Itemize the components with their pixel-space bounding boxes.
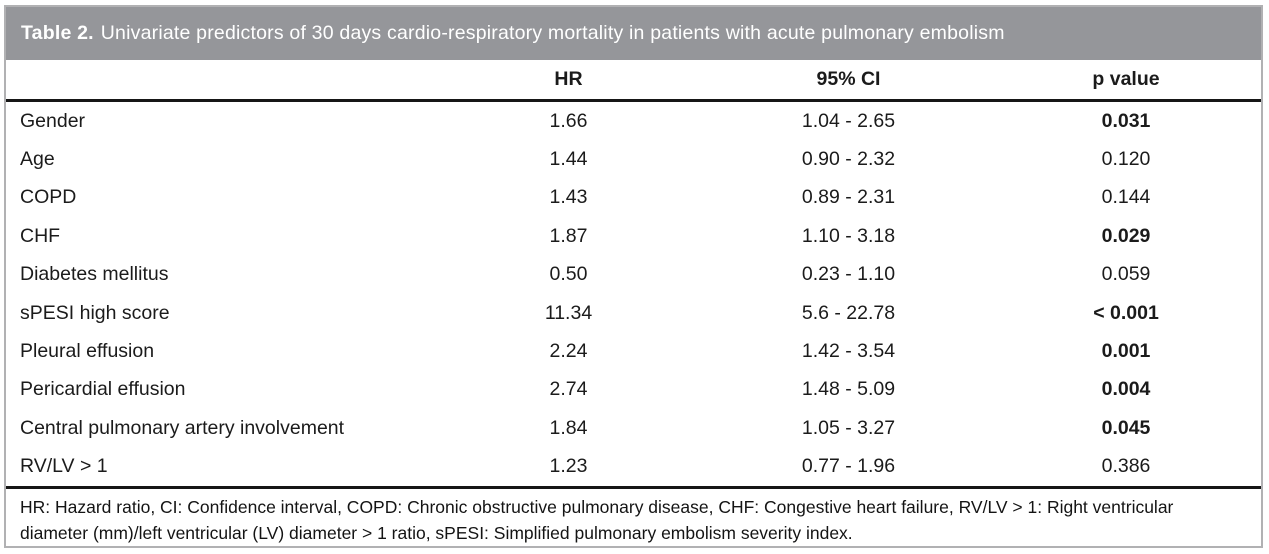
- row-ci-value: 0.89 - 2.31: [801, 186, 896, 209]
- row-p-value: < 0.001: [1093, 301, 1159, 324]
- table-row: sPESI high score 11.34 5.6 - 22.78 < 0.0…: [6, 294, 1261, 332]
- row-variable-name: Central pulmonary artery involvement: [20, 416, 345, 439]
- row-ci-value: 1.04 - 2.65: [801, 109, 896, 132]
- row-p-value: 0.120: [1101, 148, 1151, 171]
- row-ci-value: 5.6 - 22.78: [801, 301, 896, 324]
- row-variable-name: sPESI high score: [20, 301, 170, 324]
- row-hr-value: 2.74: [549, 378, 588, 401]
- row-p-value: 0.045: [1101, 416, 1151, 439]
- table-title-text: Univariate predictors of 30 days cardio-…: [100, 22, 1005, 44]
- table-body: Gender 1.66 1.04 - 2.65 0.031 Age 1.44 0…: [6, 102, 1261, 486]
- row-p-value: 0.059: [1101, 263, 1151, 286]
- row-hr-value: 2.24: [549, 340, 588, 363]
- row-hr-value: 1.87: [549, 224, 588, 247]
- row-p-value: 0.386: [1101, 455, 1151, 478]
- table-row: Diabetes mellitus 0.50 0.23 - 1.10 0.059: [6, 256, 1261, 294]
- row-hr-value: 1.23: [549, 455, 588, 478]
- row-p-value: 0.001: [1101, 340, 1151, 363]
- table-row: RV/LV > 1 1.23 0.77 - 1.96 0.386: [6, 448, 1261, 486]
- table-2: Table 2. Univariate predictors of 30 day…: [4, 5, 1263, 548]
- table-row: Central pulmonary artery involvement 1.8…: [6, 409, 1261, 447]
- table-row: COPD 1.43 0.89 - 2.31 0.144: [6, 179, 1261, 217]
- table-row: CHF 1.87 1.10 - 3.18 0.029: [6, 217, 1261, 255]
- row-ci-value: 1.05 - 3.27: [801, 416, 896, 439]
- row-variable-name: COPD: [20, 186, 77, 209]
- row-ci-value: 0.23 - 1.10: [801, 263, 896, 286]
- row-variable-name: Pleural effusion: [20, 340, 155, 363]
- row-ci-value: 0.90 - 2.32: [801, 148, 896, 171]
- row-variable-name: RV/LV > 1: [20, 455, 108, 478]
- row-variable-name: Diabetes mellitus: [20, 263, 169, 286]
- row-hr-value: 1.44: [549, 148, 588, 171]
- table-row: Pleural effusion 2.24 1.42 - 3.54 0.001: [6, 332, 1261, 370]
- row-p-value: 0.004: [1101, 378, 1151, 401]
- row-hr-value: 1.43: [549, 186, 588, 209]
- row-p-value: 0.029: [1101, 224, 1151, 247]
- table-title-bar: Table 2. Univariate predictors of 30 day…: [6, 7, 1261, 60]
- table-row: Age 1.44 0.90 - 2.32 0.120: [6, 140, 1261, 178]
- row-hr-value: 11.34: [544, 301, 593, 324]
- row-ci-value: 0.77 - 1.96: [801, 455, 896, 478]
- table-row: Gender 1.66 1.04 - 2.65 0.031: [6, 102, 1261, 140]
- column-header-pvalue: p value: [1092, 68, 1160, 90]
- row-hr-value: 1.66: [549, 109, 588, 132]
- table-row: Pericardial effusion 2.74 1.48 - 5.09 0.…: [6, 371, 1261, 409]
- row-hr-value: 0.50: [549, 263, 588, 286]
- row-ci-value: 1.10 - 3.18: [801, 224, 896, 247]
- column-header-ci: 95% CI: [816, 68, 881, 90]
- row-hr-value: 1.84: [549, 416, 588, 439]
- row-variable-name: Gender: [20, 109, 86, 132]
- row-variable-name: Age: [20, 148, 55, 171]
- row-ci-value: 1.48 - 5.09: [801, 378, 896, 401]
- table-footnote: HR: Hazard ratio, CI: Confidence interva…: [6, 485, 1261, 546]
- row-ci-value: 1.42 - 3.54: [801, 340, 896, 363]
- row-variable-name: CHF: [20, 224, 61, 247]
- row-variable-name: Pericardial effusion: [20, 378, 186, 401]
- row-p-value: 0.144: [1101, 186, 1151, 209]
- table-number-label: Table 2.: [21, 22, 94, 44]
- row-p-value: 0.031: [1101, 109, 1151, 132]
- table-header-row: HR 95% CI p value: [6, 60, 1261, 102]
- column-header-hr: HR: [554, 68, 583, 90]
